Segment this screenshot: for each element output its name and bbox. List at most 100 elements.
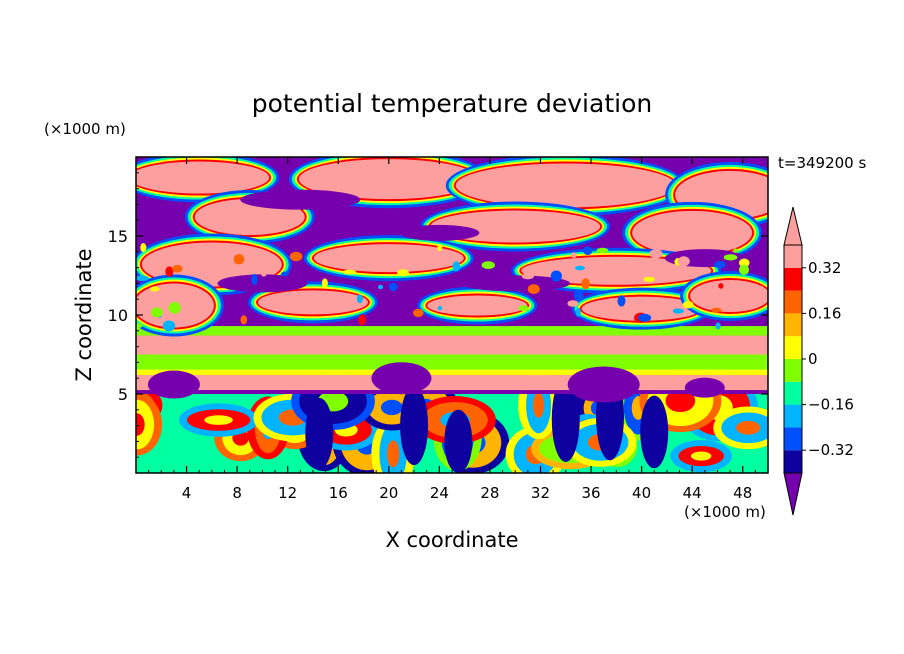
field-speck (162, 320, 176, 332)
field-intrusion (460, 275, 571, 292)
field-speck (168, 301, 181, 314)
field-speck (672, 308, 684, 314)
field-band-green (136, 354, 768, 370)
field-patch (455, 163, 676, 208)
field-speck (583, 246, 593, 255)
y-unit-label: (×1000 m) (44, 120, 126, 138)
field-speck (136, 323, 143, 328)
field-speck (677, 256, 690, 267)
field-speck (637, 313, 652, 322)
y-tick-label: 5 (118, 385, 128, 404)
field-plume (551, 376, 580, 462)
x-tick-label: 36 (581, 484, 600, 502)
field-speck (574, 265, 585, 271)
field-patch (581, 296, 702, 321)
field-patch (632, 210, 753, 255)
y-axis-title: Z coordinate (72, 248, 96, 381)
field-speck (733, 248, 738, 253)
colorbar-tick-label: −0.16 (808, 396, 854, 414)
colorbar-swatch (784, 267, 802, 291)
field-speck (596, 247, 609, 254)
field-speck (714, 260, 726, 269)
field-speck (343, 269, 356, 275)
field-speck (398, 252, 411, 263)
field-speck (481, 261, 495, 270)
field-cell-core (665, 389, 696, 413)
colorbar-swatch (784, 290, 802, 314)
field-speck (521, 273, 534, 280)
field-speck (715, 322, 721, 330)
x-tick-label: 40 (632, 484, 651, 502)
x-tick-label: 20 (379, 484, 398, 502)
field-speck (321, 278, 328, 289)
colorbar-swatch (784, 427, 802, 451)
field-speck (172, 264, 183, 273)
field-cell-core (136, 413, 145, 436)
field-speck (251, 273, 258, 286)
field-speck (643, 276, 655, 282)
field-speck (711, 307, 722, 313)
field-patch (690, 280, 768, 313)
field-patch (136, 161, 270, 194)
field-speck (682, 300, 694, 309)
x-tick-label: 24 (430, 484, 449, 502)
field-cell-core (532, 392, 545, 418)
field-band-purple (136, 390, 768, 394)
field-patch (521, 256, 712, 285)
y-tick-label: 10 (108, 306, 128, 325)
field-speck (151, 307, 163, 318)
field-band-transition (136, 326, 768, 336)
field-interface-lump (371, 362, 432, 395)
field-intrusion (399, 224, 480, 241)
field-speck (260, 268, 268, 277)
field-speck (397, 269, 409, 277)
field-plume (444, 409, 473, 473)
field-speck (358, 314, 366, 326)
field-speck (452, 261, 461, 272)
colorbar-swatch (784, 381, 802, 405)
field-speck (412, 308, 424, 318)
chart-title: potential temperature deviation (252, 89, 652, 118)
field-band-pink-upper (136, 335, 768, 355)
field-cell (136, 399, 155, 450)
plot-area (136, 157, 768, 473)
x-tick-label: 4 (182, 484, 192, 502)
time-label: t=349200 s (778, 154, 866, 172)
field-speck (738, 264, 750, 276)
x-tick-label: 32 (531, 484, 550, 502)
field-speck (240, 315, 248, 325)
field-interface-lump (567, 366, 640, 403)
field-speck (165, 266, 174, 277)
y-axis: 5 10 15 (108, 172, 768, 458)
x-axis: 4 8 12 16 20 24 28 32 36 40 44 48 (148, 157, 756, 502)
field-speck (756, 285, 766, 298)
colorbar-swatch (784, 359, 802, 382)
field-speck (581, 278, 590, 290)
x-tick-label: 44 (683, 484, 702, 502)
field-speck (150, 286, 160, 292)
field-band-yellow (136, 369, 768, 376)
colorbar-swatch (784, 336, 802, 359)
field-speck (567, 300, 579, 307)
field-speck (289, 251, 303, 262)
field-speck (233, 254, 245, 265)
field-cell-core (380, 399, 403, 416)
field-patch (257, 290, 368, 315)
field-interface-lump (147, 370, 200, 399)
field-speck (738, 258, 750, 268)
field-patch (298, 159, 479, 200)
colorbar-tick-label: 0.16 (808, 304, 841, 322)
field-interface-lump (684, 377, 725, 398)
field-band-pink (136, 375, 768, 391)
field-cell-core (386, 440, 400, 468)
colorbar-under-triangle (783, 472, 803, 516)
colorbar-tick-label: 0 (808, 350, 818, 368)
field-cell-core (204, 415, 233, 425)
colorbar: −0.32 −0.16 0 0.16 0.32 (783, 206, 854, 516)
field-speck (377, 284, 384, 290)
field-speck (146, 260, 157, 271)
field-plume (640, 395, 669, 469)
field-speck (527, 284, 540, 295)
field-speck (518, 305, 529, 312)
